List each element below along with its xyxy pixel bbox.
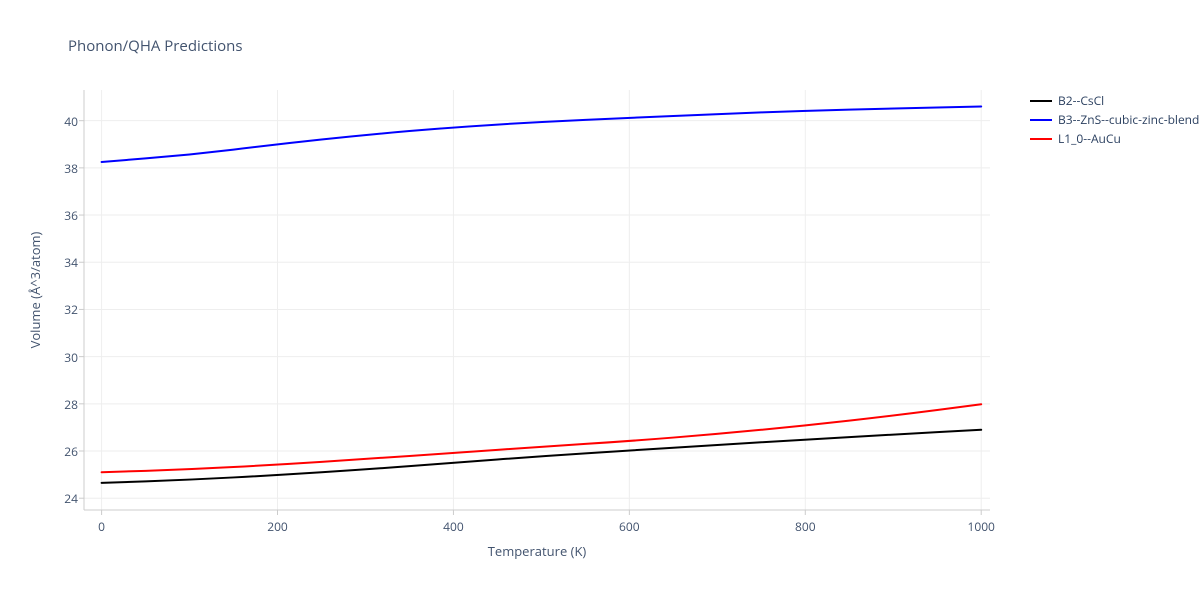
legend-label: B2--CsCl: [1058, 92, 1104, 109]
x-axis-label: Temperature (K): [477, 542, 597, 560]
y-tick-label: 36: [50, 207, 78, 224]
series-line[interactable]: [102, 430, 982, 483]
legend-swatch: [1030, 119, 1052, 121]
y-tick-label: 40: [50, 113, 78, 130]
y-tick-label: 32: [50, 301, 78, 318]
series-line[interactable]: [102, 404, 982, 472]
chart-title: Phonon/QHA Predictions: [68, 36, 243, 56]
series-line[interactable]: [102, 107, 982, 162]
y-axis-label: Volume (Å^3/atom): [26, 210, 44, 370]
y-tick-label: 24: [50, 490, 78, 507]
y-tick-label: 30: [50, 349, 78, 366]
x-tick-label: 1000: [966, 518, 996, 535]
legend-item[interactable]: B2--CsCl: [1030, 92, 1104, 109]
legend-label: B3--ZnS--cubic-zinc-blende: [1058, 111, 1200, 128]
x-tick-label: 0: [87, 518, 117, 535]
x-tick-label: 200: [263, 518, 293, 535]
y-tick-label: 28: [50, 396, 78, 413]
y-tick-label: 26: [50, 443, 78, 460]
legend-label: L1_0--AuCu: [1058, 130, 1121, 147]
x-tick-label: 800: [790, 518, 820, 535]
legend-swatch: [1030, 100, 1052, 102]
x-tick-label: 600: [614, 518, 644, 535]
legend-item[interactable]: L1_0--AuCu: [1030, 130, 1121, 147]
line-chart-svg: [0, 0, 1200, 600]
y-tick-label: 34: [50, 254, 78, 271]
y-tick-label: 38: [50, 160, 78, 177]
x-tick-label: 400: [438, 518, 468, 535]
legend-item[interactable]: B3--ZnS--cubic-zinc-blende: [1030, 111, 1200, 128]
legend-swatch: [1030, 138, 1052, 140]
